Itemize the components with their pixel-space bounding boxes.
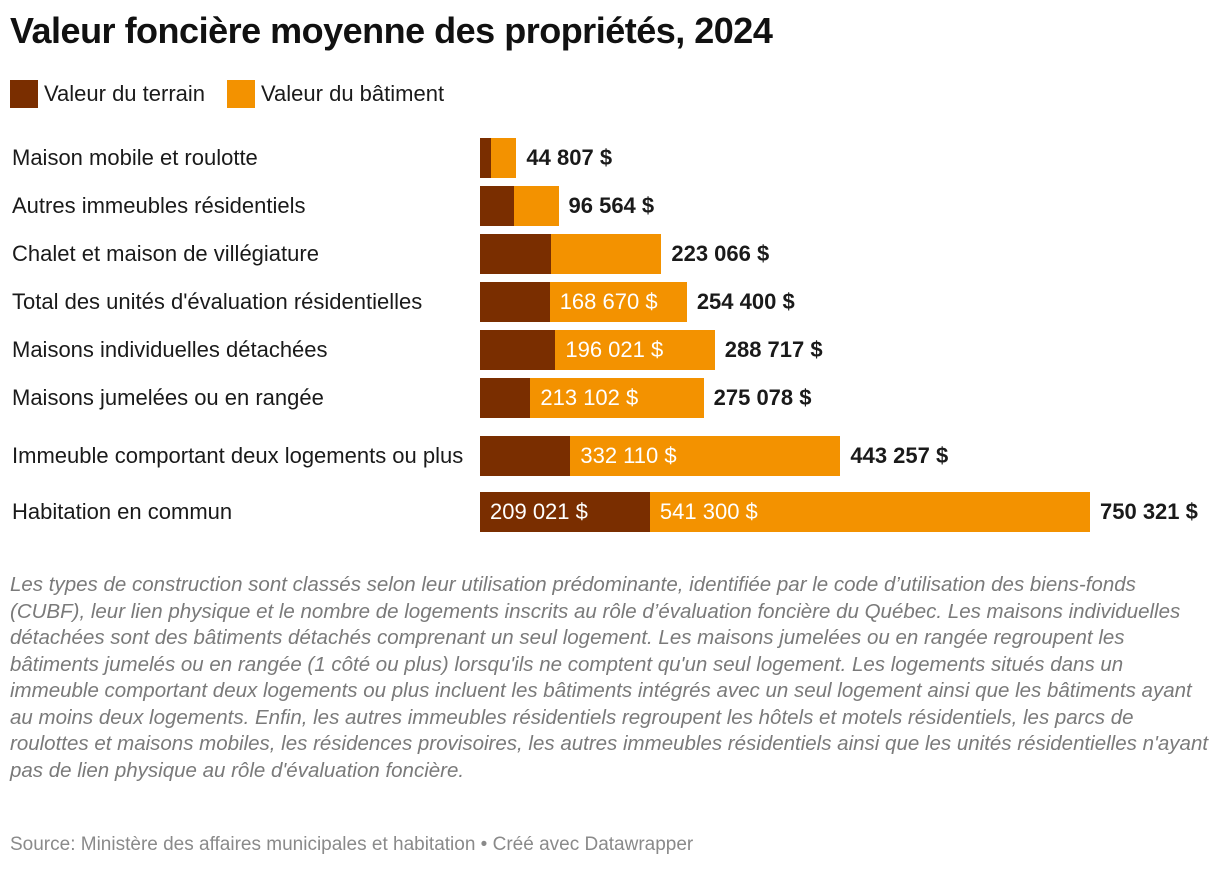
bar-segment-terrain: [480, 186, 515, 226]
legend-swatch-terrain: [10, 80, 38, 108]
chart-source: Source: Ministère des affaires municipal…: [10, 834, 694, 855]
bar-segment-terrain: [480, 492, 650, 532]
bar-segment-batiment: [550, 234, 662, 274]
chart-notes: Les types de construction sont classés s…: [10, 573, 1209, 782]
bar-segment-batiment: [530, 378, 704, 418]
category-label: Chalet et maison de villégiature: [12, 241, 319, 266]
bar-segment-terrain: [480, 138, 491, 178]
segment-label-batiment: 541 300 $: [659, 499, 758, 524]
total-label: 254 400 $: [696, 289, 795, 314]
bar-segment-batiment: [514, 186, 559, 226]
bar-segment-terrain: [480, 282, 550, 322]
legend-label-batiment: Valeur du bâtiment: [261, 81, 445, 106]
bar-segment-batiment: [490, 138, 517, 178]
legend-label-terrain: Valeur du terrain: [44, 81, 206, 106]
bar-segment-batiment: [649, 492, 1090, 532]
category-label: Maisons jumelées ou en rangée: [12, 385, 324, 410]
total-label: 443 257 $: [850, 443, 949, 468]
legend: Valeur du terrain Valeur du bâtiment: [10, 80, 466, 108]
category-label: Immeuble comportant deux logements ou pl…: [12, 443, 464, 468]
bar-segment-terrain: [480, 378, 531, 418]
chart-title: Valeur foncière moyenne des propriétés, …: [10, 10, 773, 51]
bar-segment-terrain: [480, 234, 551, 274]
category-label: Habitation en commun: [12, 499, 233, 524]
bar-segment-terrain: [480, 436, 571, 476]
segment-label-batiment: 213 102 $: [540, 385, 639, 410]
total-label: 44 807 $: [526, 145, 613, 170]
segment-label-batiment: 196 021 $: [565, 337, 664, 362]
bar-segment-terrain: [480, 330, 556, 370]
category-label: Maison mobile et roulotte: [12, 145, 258, 170]
legend-item-terrain: Valeur du terrain: [10, 80, 205, 108]
category-label: Autres immeubles résidentiels: [12, 193, 306, 218]
legend-swatch-batiment: [227, 80, 256, 108]
bar-segment-batiment: [549, 282, 687, 322]
total-label: 288 717 $: [724, 337, 823, 362]
segment-label-batiment: 168 670 $: [559, 289, 658, 314]
legend-item-batiment: Valeur du bâtiment: [227, 80, 444, 108]
segment-label-terrain: 209 021 $: [490, 499, 588, 524]
segment-label-batiment: 332 110 $: [580, 443, 677, 468]
bar-chart: Maison mobile et roulotte 44 807 $ Autres …: [0, 125, 1220, 545]
total-label: 275 078 $: [713, 385, 812, 410]
total-label: 96 564 $: [568, 193, 655, 218]
bar-segment-batiment: [570, 436, 841, 476]
total-label: 750 321 $: [1100, 499, 1198, 524]
bar-segment-batiment: [555, 330, 715, 370]
category-label: Total des unités d'évaluation résidentie…: [12, 289, 423, 314]
category-label: Maisons individuelles détachées: [12, 337, 328, 362]
total-label: 223 066 $: [671, 241, 770, 266]
